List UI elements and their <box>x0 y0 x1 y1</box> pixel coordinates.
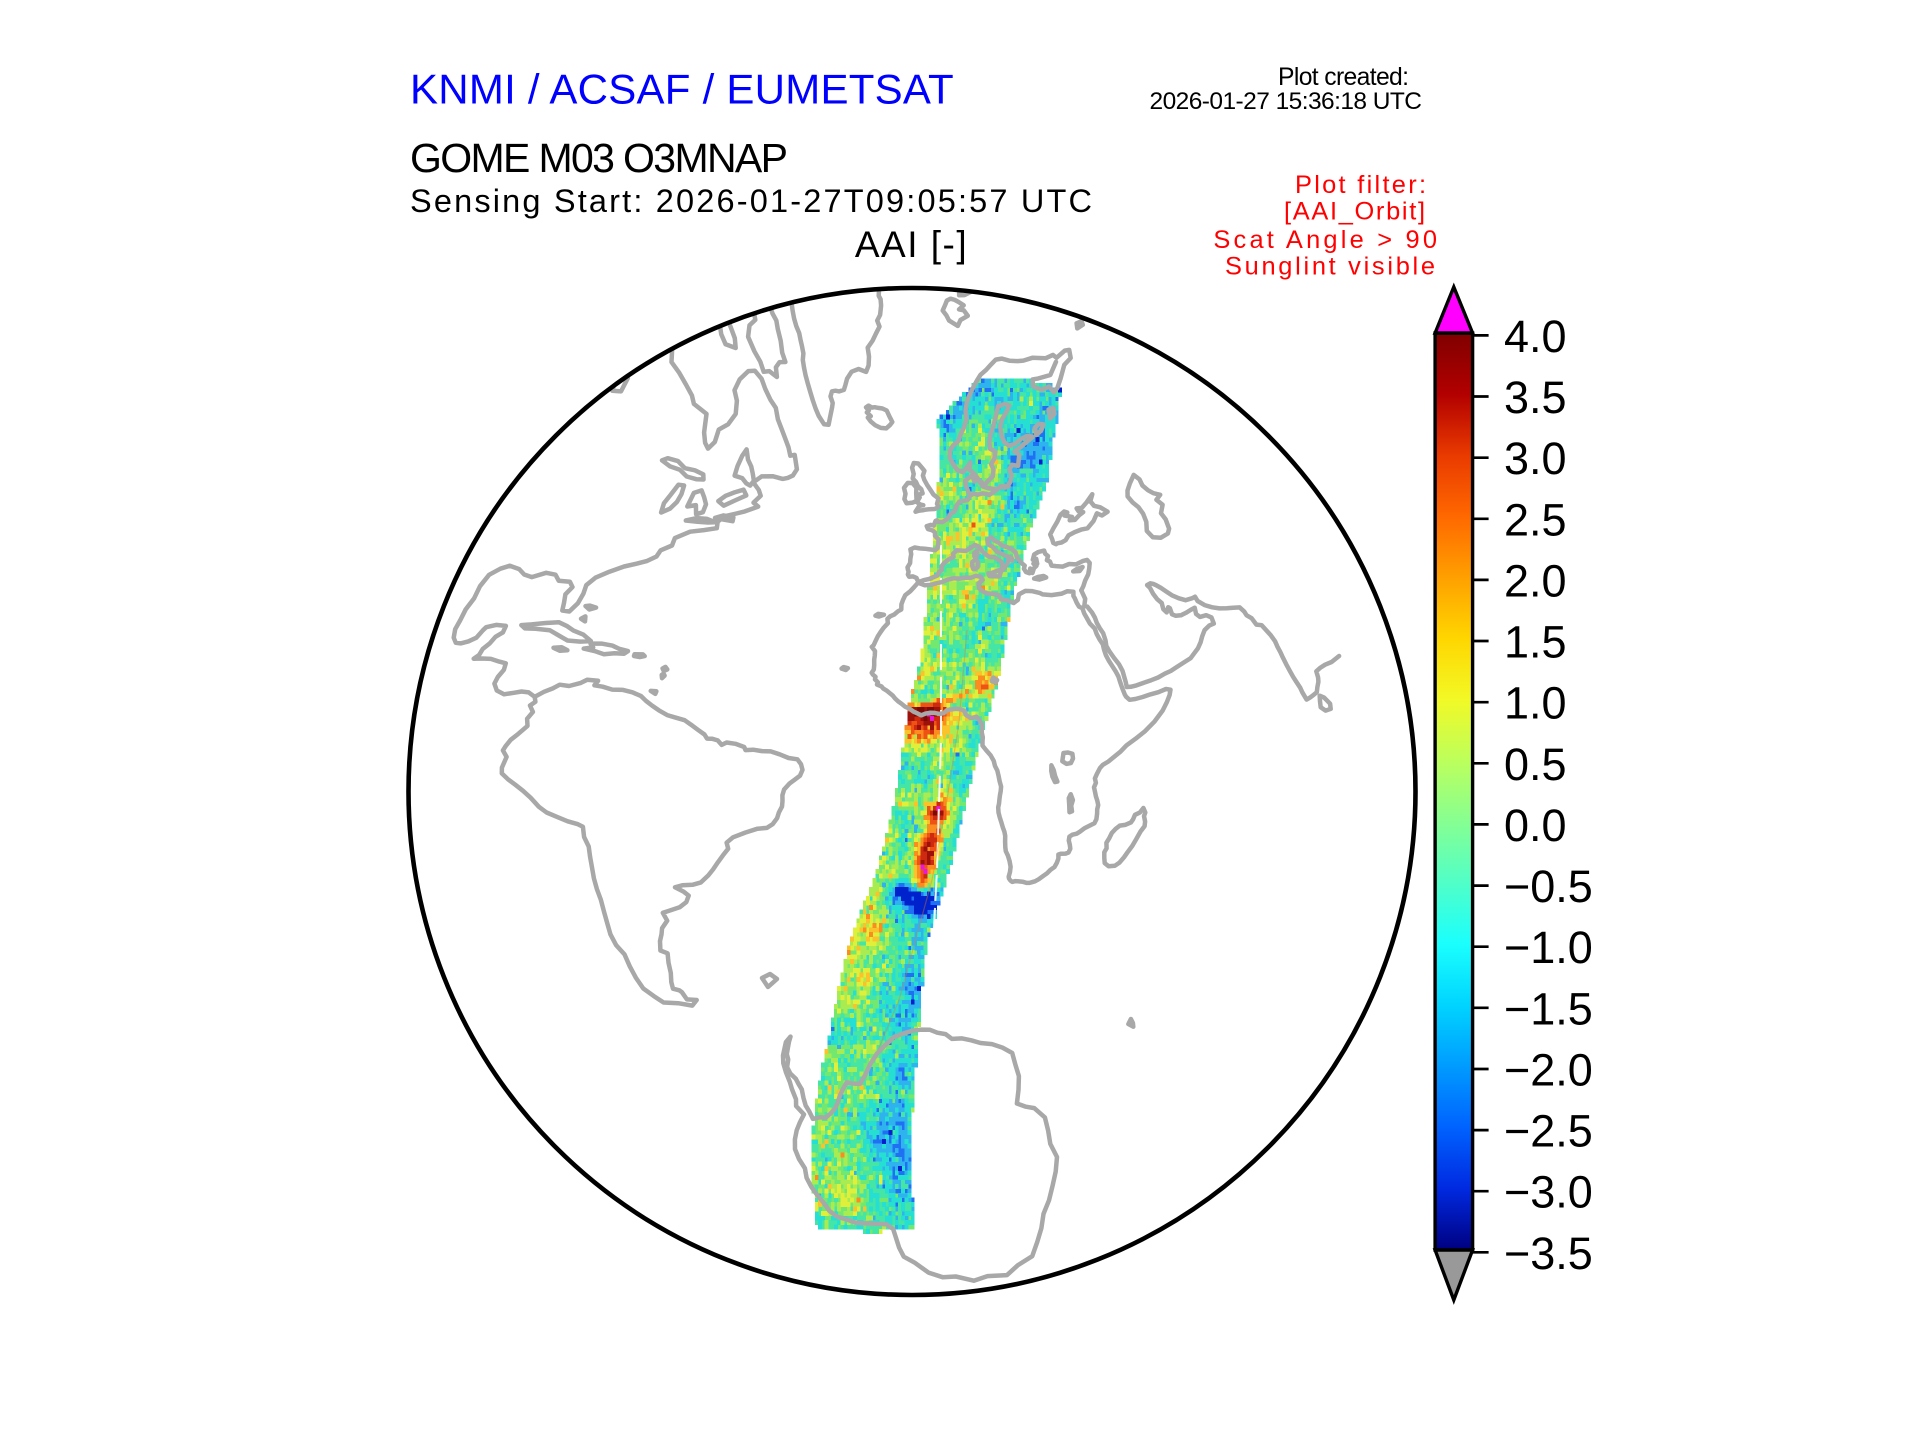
svg-text:−2.0: −2.0 <box>1504 1045 1593 1096</box>
svg-text:GOME M03 O3MNAP: GOME M03 O3MNAP <box>410 135 788 181</box>
svg-text:Sensing Start: 2026-01-27T09:0: Sensing Start: 2026-01-27T09:05:57 UTC <box>410 183 1092 219</box>
svg-text:Plot filter:: Plot filter: <box>1295 171 1426 199</box>
svg-text:3.0: 3.0 <box>1504 433 1567 484</box>
svg-text:Sunglint visible: Sunglint visible <box>1225 253 1435 281</box>
svg-text:−3.5: −3.5 <box>1504 1228 1593 1279</box>
svg-text:0.0: 0.0 <box>1504 800 1567 851</box>
svg-text:KNMI / ACSAF / EUMETSAT: KNMI / ACSAF / EUMETSAT <box>410 66 954 113</box>
svg-text:3.5: 3.5 <box>1504 372 1567 423</box>
svg-text:1.5: 1.5 <box>1504 617 1567 668</box>
svg-text:−1.0: −1.0 <box>1504 922 1593 973</box>
svg-text:−3.0: −3.0 <box>1504 1167 1593 1218</box>
svg-text:[AAI_Orbit]: [AAI_Orbit] <box>1284 198 1425 226</box>
svg-text:AAI [-]: AAI [-] <box>855 224 968 265</box>
svg-text:2.5: 2.5 <box>1504 494 1567 545</box>
svg-text:2.0: 2.0 <box>1504 555 1567 606</box>
svg-text:2026-01-27 15:36:18 UTC: 2026-01-27 15:36:18 UTC <box>1150 88 1423 115</box>
svg-text:−0.5: −0.5 <box>1504 861 1593 912</box>
svg-text:−1.5: −1.5 <box>1504 983 1593 1034</box>
svg-text:Scat Angle > 90: Scat Angle > 90 <box>1213 226 1437 254</box>
svg-text:−2.5: −2.5 <box>1504 1106 1593 1157</box>
svg-text:0.5: 0.5 <box>1504 739 1567 790</box>
svg-text:Plot created:: Plot created: <box>1278 64 1409 91</box>
svg-text:1.0: 1.0 <box>1504 678 1567 729</box>
svg-text:4.0: 4.0 <box>1504 311 1567 362</box>
